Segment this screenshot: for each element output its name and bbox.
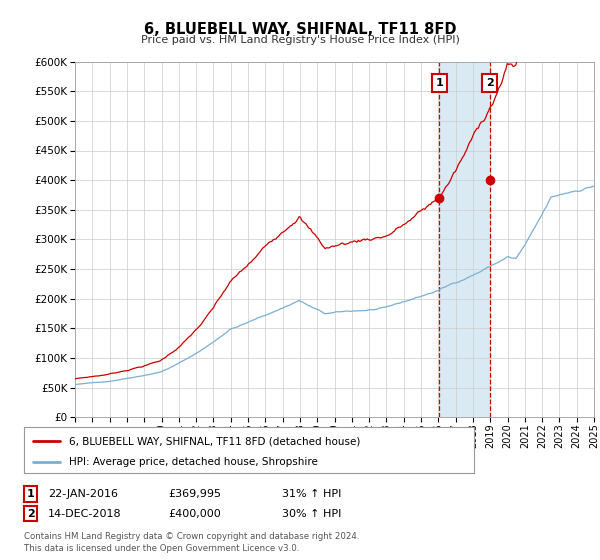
Text: 30% ↑ HPI: 30% ↑ HPI [282,508,341,519]
Text: 6, BLUEBELL WAY, SHIFNAL, TF11 8FD: 6, BLUEBELL WAY, SHIFNAL, TF11 8FD [144,22,456,38]
Text: HPI: Average price, detached house, Shropshire: HPI: Average price, detached house, Shro… [69,457,318,466]
Text: £369,995: £369,995 [168,489,221,499]
Text: 22-JAN-2016: 22-JAN-2016 [48,489,118,499]
Text: 6, BLUEBELL WAY, SHIFNAL, TF11 8FD (detached house): 6, BLUEBELL WAY, SHIFNAL, TF11 8FD (deta… [69,436,361,446]
Text: 31% ↑ HPI: 31% ↑ HPI [282,489,341,499]
Text: 1: 1 [27,489,34,499]
Text: 1: 1 [436,78,443,88]
Text: 2: 2 [485,78,493,88]
Text: 14-DEC-2018: 14-DEC-2018 [48,508,122,519]
Text: Contains HM Land Registry data © Crown copyright and database right 2024.
This d: Contains HM Land Registry data © Crown c… [24,532,359,553]
Text: £400,000: £400,000 [168,508,221,519]
Bar [439,62,490,417]
Text: 2: 2 [27,508,34,519]
Text: Price paid vs. HM Land Registry's House Price Index (HPI): Price paid vs. HM Land Registry's House … [140,35,460,45]
